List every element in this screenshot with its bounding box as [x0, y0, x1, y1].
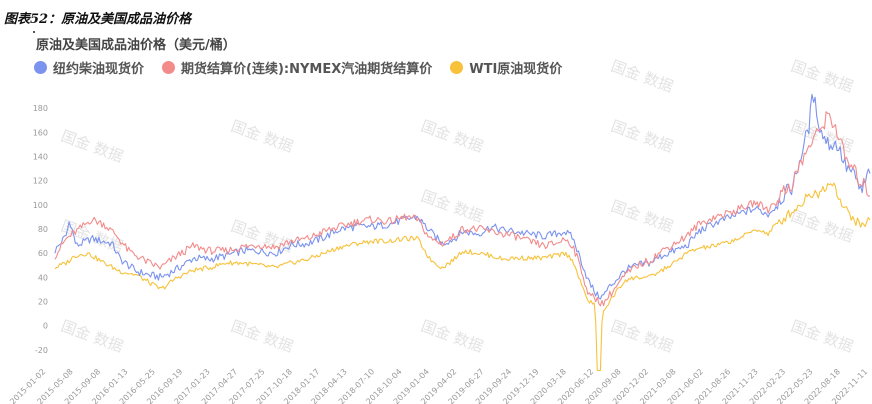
- series-line-wti: [54, 182, 871, 372]
- series-line-gasoline: [54, 111, 871, 307]
- watermark-text: 国金 数据: [609, 57, 676, 96]
- chart-legend: 纽约柴油现货价 期货结算价(连续):NYMEX汽油期货结算价 WTI原油现货价: [34, 58, 580, 77]
- legend-item-wti[interactable]: WTI原油现货价: [450, 58, 562, 77]
- legend-item-diesel[interactable]: 纽约柴油现货价: [34, 58, 144, 77]
- legend-label-wti: WTI原油现货价: [469, 62, 563, 77]
- legend-item-gasoline[interactable]: 期货结算价(连续):NYMEX汽油期货结算价: [162, 58, 432, 77]
- legend-dot-diesel-icon: [34, 61, 47, 74]
- watermark-text: 国金 数据: [59, 127, 126, 166]
- legend-dot-wti-icon: [450, 61, 464, 74]
- legend-dot-gasoline-icon: [162, 61, 176, 74]
- y-tick-label: 80: [38, 225, 48, 234]
- y-tick-label: 160: [33, 128, 48, 137]
- y-tick-label: 0: [43, 322, 48, 331]
- watermark-text: 国金 数据: [419, 317, 486, 356]
- y-tick-label: 40: [38, 273, 48, 282]
- watermark-text: 国金 数据: [59, 317, 126, 356]
- watermark-text: 国金 数据: [229, 317, 296, 356]
- y-tick-label: 100: [33, 201, 48, 210]
- watermark-text: 国金 数据: [229, 117, 296, 156]
- y-tick-label: 60: [38, 249, 48, 258]
- chart-title: 原油及美国成品油价格（美元/桶）: [36, 38, 236, 53]
- watermark-text: 国金 数据: [609, 117, 676, 156]
- y-tick-label: 20: [38, 298, 48, 307]
- series-line-diesel: [54, 93, 871, 300]
- watermark-text: 国金 数据: [789, 207, 856, 246]
- watermark-text: 国金 数据: [789, 317, 856, 356]
- watermark-text: 国金 数据: [789, 57, 856, 96]
- y-tick-label: 180: [33, 104, 48, 113]
- figure-caption: 图表52：原油及美国成品油价格: [4, 12, 192, 27]
- bullet-dot-icon: [33, 31, 35, 33]
- watermark-text: 国金 数据: [609, 197, 676, 236]
- watermark-text: 国金 数据: [609, 317, 676, 356]
- y-tick-label: 140: [33, 152, 48, 161]
- y-tick-label: 120: [33, 177, 48, 186]
- y-tick-label: -20: [35, 346, 48, 355]
- legend-label-diesel: 纽约柴油现货价: [53, 62, 145, 77]
- watermark-text: 国金 数据: [419, 187, 486, 226]
- watermark-text: 国金 数据: [419, 117, 486, 156]
- legend-label-gasoline: 期货结算价(连续):NYMEX汽油期货结算价: [181, 62, 433, 77]
